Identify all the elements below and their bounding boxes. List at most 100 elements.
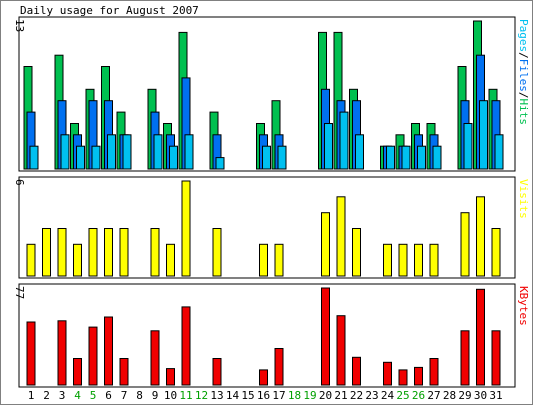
x-tick-label-12: 12 xyxy=(195,389,208,402)
series-pages xyxy=(29,100,504,170)
bar-kbytes-day-31 xyxy=(491,330,501,386)
x-tick-label-16: 16 xyxy=(257,389,270,402)
bar-kbytes-day-25 xyxy=(398,369,408,386)
panel-border xyxy=(18,283,516,388)
x-tick-label-25: 25 xyxy=(396,389,409,402)
bar-kbytes-day-10 xyxy=(166,368,175,386)
legend-pages: Pages xyxy=(517,19,530,52)
bar-visits-day-31 xyxy=(491,228,501,277)
bar-visits-day-29 xyxy=(460,212,470,277)
x-tick-label-29: 29 xyxy=(458,389,471,402)
bar-pages-day-24 xyxy=(386,145,395,170)
bar-visits-day-27 xyxy=(429,243,439,277)
x-tick-label-13: 13 xyxy=(210,389,223,402)
legend-hits: Hits xyxy=(517,99,530,126)
legend-separator: / xyxy=(517,92,530,99)
bar-visits-day-30 xyxy=(476,196,485,277)
bar-visits-day-16 xyxy=(259,243,268,277)
bar-visits-day-7 xyxy=(119,228,129,277)
x-tick-label-31: 31 xyxy=(489,389,502,402)
panel-3: 77 KBytes xyxy=(13,283,530,388)
bar-kbytes-day-5 xyxy=(88,326,98,386)
x-tick-label-11: 11 xyxy=(179,389,192,402)
bar-kbytes-day-17 xyxy=(274,348,284,386)
x-tick-label-4: 4 xyxy=(74,389,81,402)
bar-pages-day-3 xyxy=(60,134,70,170)
bar-pages-day-13 xyxy=(215,157,225,170)
bar-visits-day-3 xyxy=(57,228,67,277)
bar-pages-day-5 xyxy=(91,145,101,170)
x-tick-label-5: 5 xyxy=(90,389,97,402)
bar-visits-day-10 xyxy=(166,243,175,277)
bar-visits-day-20 xyxy=(321,212,330,277)
bar-kbytes-day-1 xyxy=(26,321,36,386)
bar-pages-day-10 xyxy=(169,145,178,170)
bar-pages-day-4 xyxy=(76,145,85,170)
bar-kbytes-day-21 xyxy=(336,315,346,386)
x-tick-label-1: 1 xyxy=(28,389,35,402)
panel-max-label: 77 xyxy=(13,286,26,299)
panel-border xyxy=(18,176,516,279)
x-tick-label-6: 6 xyxy=(105,389,112,402)
x-tick-label-7: 7 xyxy=(121,389,128,402)
legend-separator: / xyxy=(517,52,530,59)
x-tick-label-28: 28 xyxy=(443,389,456,402)
bar-pages-day-6 xyxy=(107,134,116,170)
series-kbytes xyxy=(26,287,501,386)
bar-visits-day-4 xyxy=(73,243,82,277)
panel-legend: KBytes xyxy=(517,286,530,326)
bar-visits-day-2 xyxy=(42,228,51,277)
x-tick-label-18: 18 xyxy=(288,389,301,402)
bar-kbytes-day-24 xyxy=(383,361,392,386)
x-tick-label-8: 8 xyxy=(136,389,143,402)
bar-pages-day-29 xyxy=(463,123,473,170)
bar-visits-day-26 xyxy=(414,243,423,277)
x-tick-label-19: 19 xyxy=(303,389,316,402)
panel-max-label: 13 xyxy=(13,19,26,32)
x-tick-label-2: 2 xyxy=(43,389,50,402)
bar-visits-day-13 xyxy=(212,228,222,277)
panel-legend: Visits xyxy=(517,179,530,219)
x-tick-label-23: 23 xyxy=(365,389,378,402)
bar-visits-day-6 xyxy=(104,228,113,277)
legend-kbytes: KBytes xyxy=(517,286,530,326)
chart-title: Daily usage for August 2007 xyxy=(20,4,199,17)
bar-kbytes-day-7 xyxy=(119,358,129,386)
bar-pages-day-31 xyxy=(494,134,504,170)
bar-pages-day-26 xyxy=(417,145,426,170)
bar-visits-day-25 xyxy=(398,243,408,277)
bar-visits-day-24 xyxy=(383,243,392,277)
bar-pages-day-1 xyxy=(29,145,39,170)
bar-kbytes-day-26 xyxy=(414,366,423,386)
bar-kbytes-day-6 xyxy=(104,316,113,386)
legend-visits: Visits xyxy=(517,179,530,219)
bar-pages-day-7 xyxy=(122,134,132,170)
bar-kbytes-day-22 xyxy=(352,356,361,386)
series-visits xyxy=(26,180,501,277)
bar-visits-day-22 xyxy=(352,228,361,277)
x-tick-label-17: 17 xyxy=(272,389,285,402)
x-tick-label-14: 14 xyxy=(226,389,240,402)
bar-pages-day-25 xyxy=(401,145,411,170)
bar-kbytes-day-20 xyxy=(321,287,330,386)
bar-visits-day-5 xyxy=(88,228,98,277)
bar-visits-day-1 xyxy=(26,243,36,277)
bar-pages-day-9 xyxy=(153,134,163,170)
panel-2: 6 Visits xyxy=(13,176,530,279)
legend-files: Files xyxy=(517,59,530,92)
bar-pages-day-16 xyxy=(262,145,271,170)
bar-kbytes-day-16 xyxy=(259,369,268,386)
x-tick-label-21: 21 xyxy=(334,389,347,402)
bar-visits-day-11 xyxy=(181,180,191,277)
bar-pages-day-21 xyxy=(339,111,349,170)
bar-kbytes-day-30 xyxy=(476,288,485,386)
x-tick-label-9: 9 xyxy=(152,389,159,402)
bar-pages-day-22 xyxy=(355,134,364,170)
bar-kbytes-day-3 xyxy=(57,320,67,386)
bar-pages-day-20 xyxy=(324,123,333,170)
panel-border xyxy=(18,16,516,172)
x-axis-day-labels: 1 2 3 4 5 6 7 8 9 10 11 12 13 14 15 16 17 18 19 20 21 22 23 24 2… xyxy=(28,389,503,402)
bar-visits-day-21 xyxy=(336,196,346,277)
panel-1: 13 Pages/Files/Hits xyxy=(13,16,530,172)
